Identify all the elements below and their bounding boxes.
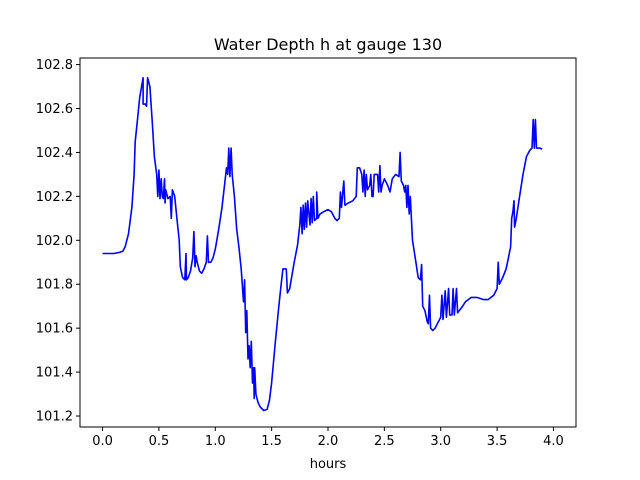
x-axis: 0.0 0.5 1.0 1.5 2.0 2.5 3.0 3.5 4.0	[92, 427, 564, 449]
y-tick-label: 101.8	[36, 278, 73, 293]
y-tick-label: 102.0	[36, 234, 73, 249]
x-tick-label: 0.5	[149, 434, 170, 449]
x-tick-label: 2.5	[374, 434, 395, 449]
y-tick-label: 102.2	[36, 190, 73, 205]
chart-title: Water Depth h at gauge 130	[214, 35, 442, 54]
y-tick-label: 102.6	[36, 102, 73, 117]
x-tick-label: 1.5	[261, 434, 282, 449]
axes-frame	[79, 57, 577, 428]
y-tick-label: 101.4	[36, 366, 73, 381]
y-tick-label: 102.8	[36, 58, 73, 73]
x-tick-label: 4.0	[543, 434, 564, 449]
x-axis-label: hours	[310, 457, 347, 472]
series-line-0	[102, 77, 543, 412]
y-axis: 101.2 101.4 101.6 101.8 102.0 102.2 102.4 102.6…	[36, 58, 80, 425]
y-tick-label: 101.2	[36, 410, 73, 425]
x-tick-label: 2.0	[318, 434, 339, 449]
y-tick-label: 102.4	[36, 146, 73, 161]
y-tick-label: 101.6	[36, 322, 73, 337]
x-tick-label: 3.5	[487, 434, 508, 449]
x-tick-label: 0.0	[92, 434, 113, 449]
x-tick-label: 1.0	[205, 434, 226, 449]
plot-area	[102, 77, 543, 412]
x-tick-label: 3.0	[430, 434, 451, 449]
